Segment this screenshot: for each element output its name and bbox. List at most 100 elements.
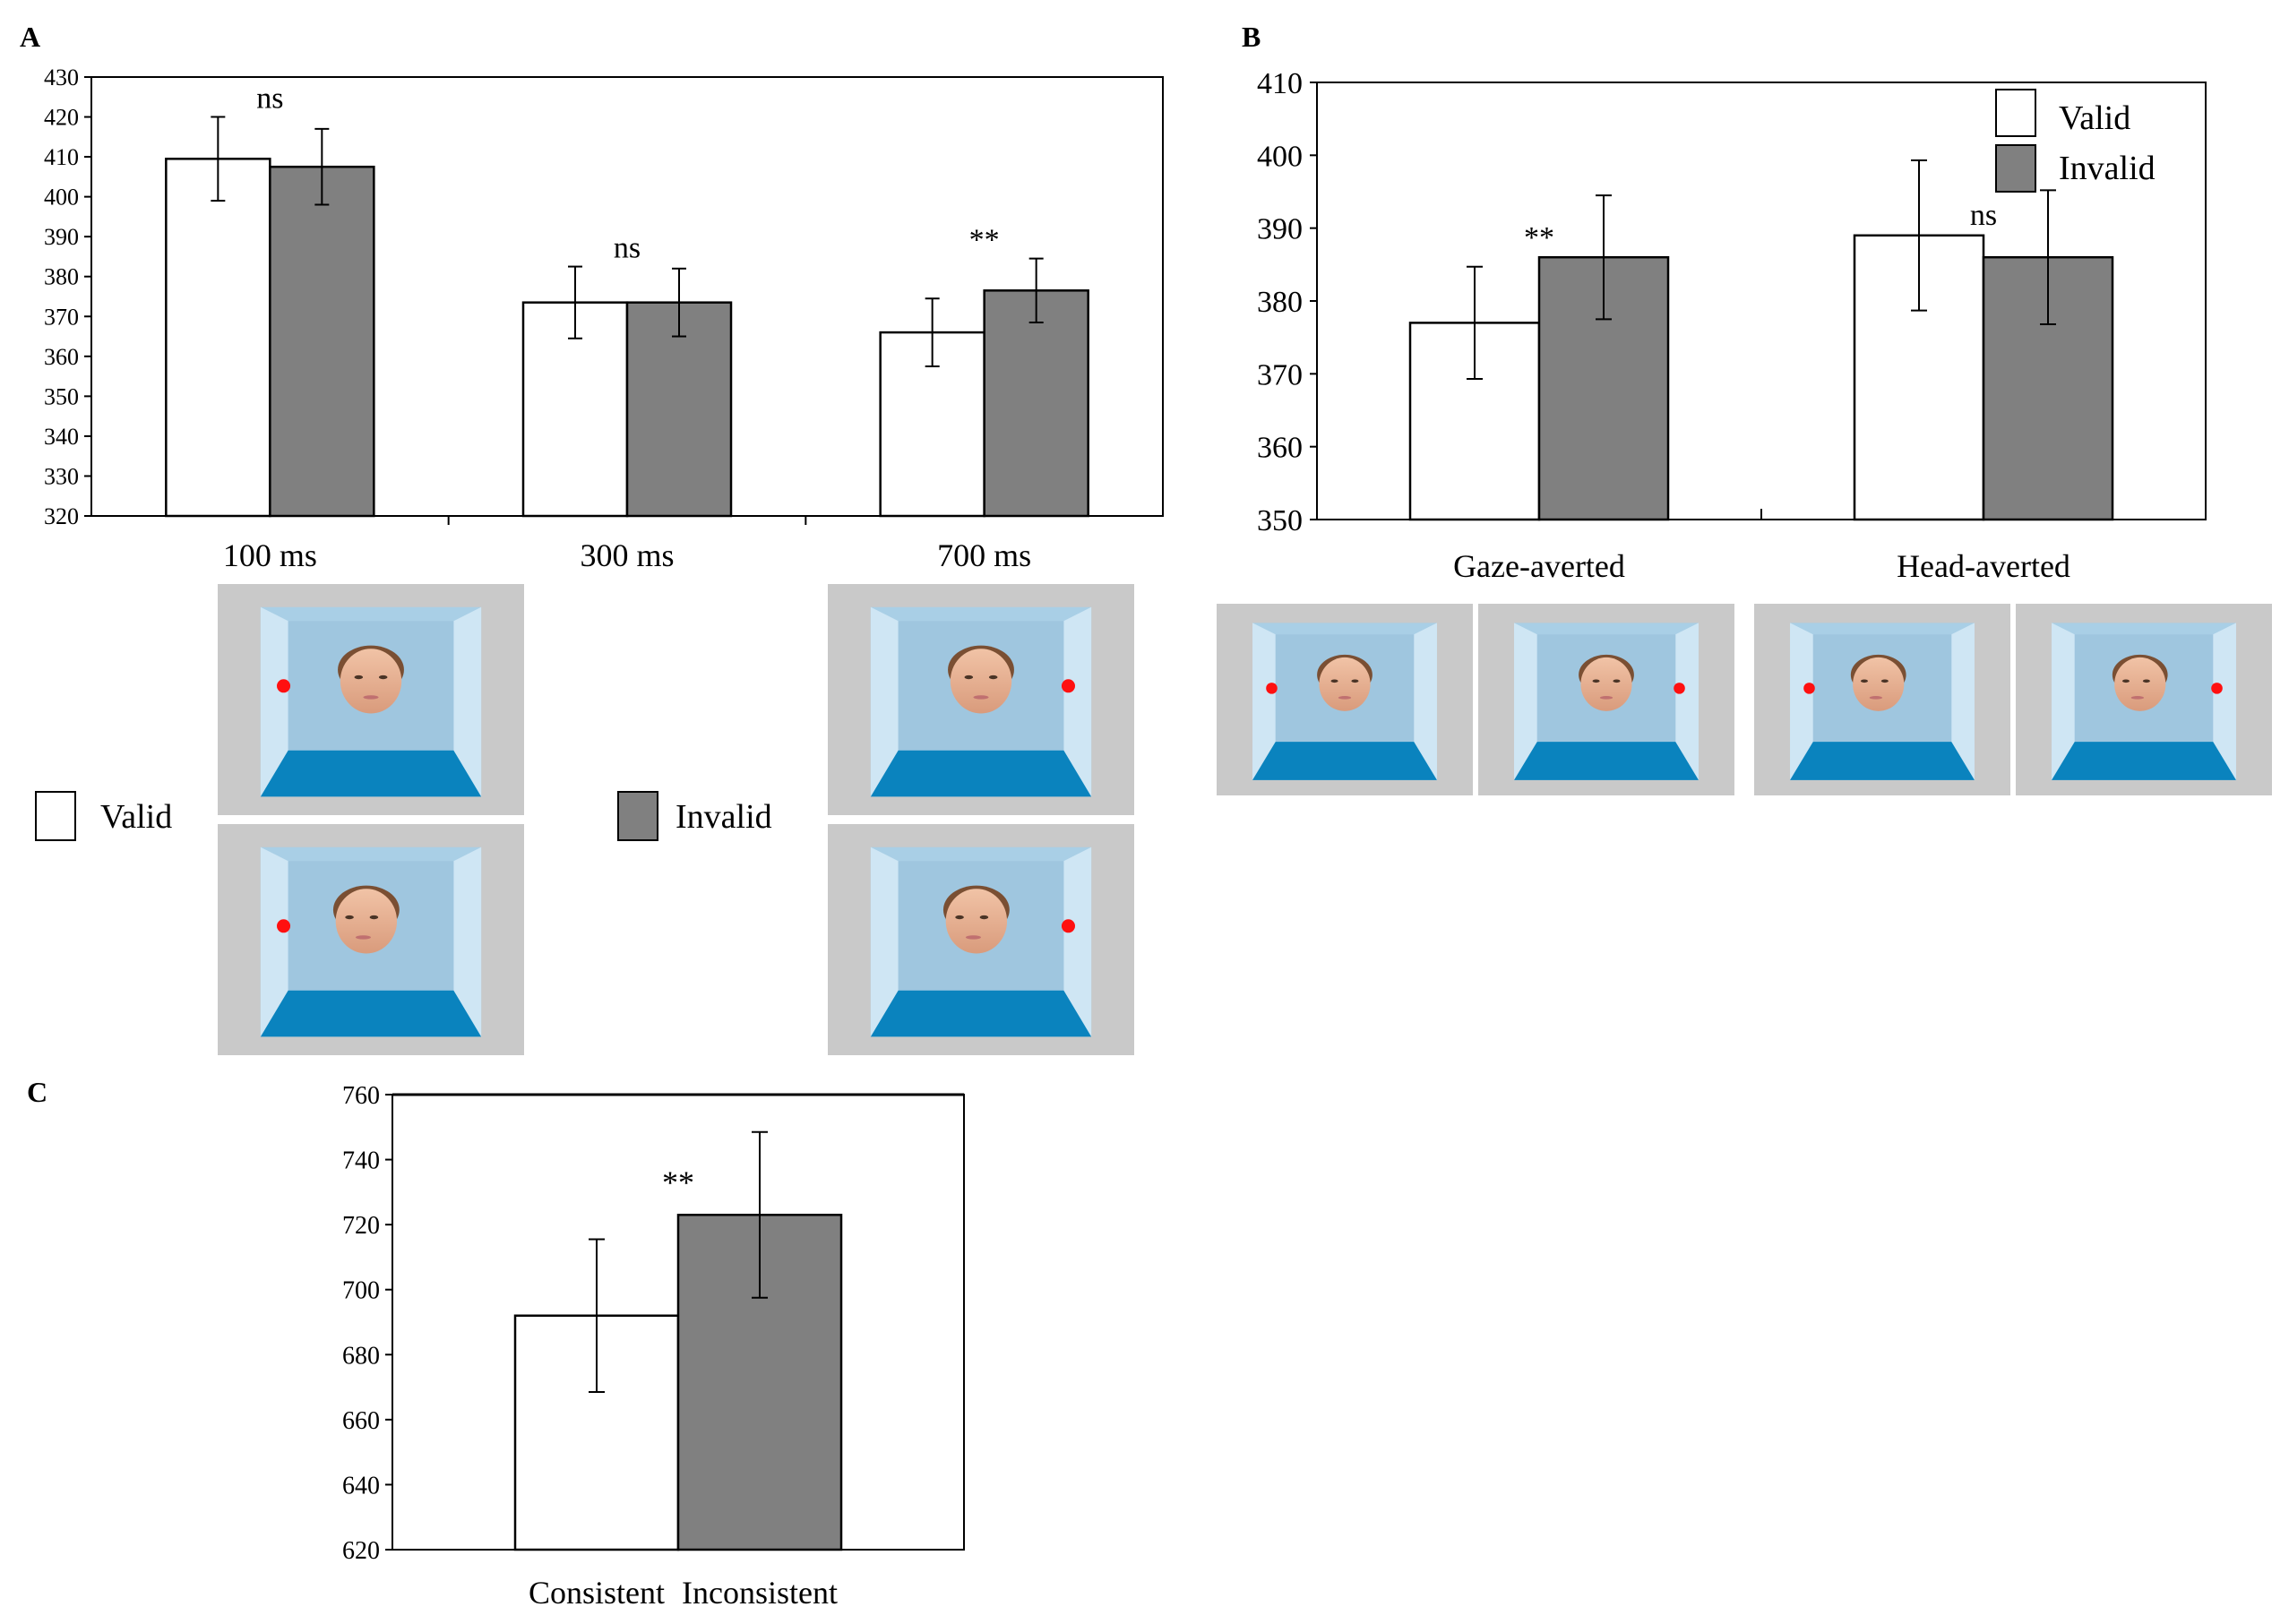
stimulus-gaze-averted-invalid xyxy=(1478,604,1734,795)
category-label-c: Inconsistent xyxy=(682,1575,838,1611)
eye xyxy=(369,915,379,920)
stimulus-100ms-head-averted xyxy=(218,824,524,1055)
y-tick-label-c: 760 xyxy=(342,1082,380,1110)
significance-label-b: ns xyxy=(1970,199,1997,232)
target-dot xyxy=(277,679,291,693)
legend-a-valid-label: Valid xyxy=(100,798,172,836)
legend-b-invalid-swatch xyxy=(1995,144,2036,193)
eye xyxy=(354,675,364,680)
y-tick-label-a: 400 xyxy=(44,185,79,211)
category-label-a: 300 ms xyxy=(580,537,674,573)
y-tick-label-b: 400 xyxy=(1257,140,1303,173)
face xyxy=(2114,657,2166,711)
mouth xyxy=(1599,696,1613,700)
legend-a-invalid-label: Invalid xyxy=(676,798,772,836)
bar-a-invalid xyxy=(269,165,375,518)
y-tick-label-a: 320 xyxy=(44,503,79,529)
face xyxy=(340,649,402,714)
face xyxy=(950,649,1012,714)
y-tick-label-c: 740 xyxy=(342,1147,380,1175)
eye xyxy=(979,915,989,920)
y-tick-label-a: 410 xyxy=(44,144,79,170)
panel-label-c: C xyxy=(27,1076,47,1108)
y-tick-label-c: 720 xyxy=(342,1212,380,1240)
y-tick-label-a: 340 xyxy=(44,424,79,450)
eye xyxy=(988,675,998,680)
eye xyxy=(955,915,964,920)
legend-a-invalid-swatch xyxy=(617,791,658,841)
panel-a-stimuli xyxy=(218,584,1134,1055)
y-tick-label-c: 640 xyxy=(342,1472,380,1499)
y-tick-label-c: 700 xyxy=(342,1277,380,1305)
legend-b-invalid-label: Invalid xyxy=(2059,150,2156,187)
target-dot xyxy=(1674,683,1685,694)
panel-label-a: A xyxy=(20,21,40,53)
eye xyxy=(1613,679,1621,683)
y-tick-label-b: 390 xyxy=(1257,213,1303,246)
y-tick-label-a: 350 xyxy=(44,383,79,409)
eye xyxy=(1330,679,1338,683)
eye xyxy=(345,915,354,920)
mouth xyxy=(965,935,981,940)
y-tick-label-b: 370 xyxy=(1257,358,1303,391)
significance-label-a: ns xyxy=(614,232,641,265)
significance-label-b: ** xyxy=(1524,221,1554,254)
mouth xyxy=(355,935,372,940)
legend-b-valid-label: Valid xyxy=(2059,99,2130,137)
category-label-a: 700 ms xyxy=(937,537,1031,573)
face xyxy=(1853,657,1905,711)
target-dot xyxy=(2211,683,2223,694)
significance-label-c: ** xyxy=(662,1164,694,1200)
legend-b-valid-swatch xyxy=(1995,89,2036,137)
stimulus-gaze-averted-valid xyxy=(1217,604,1473,795)
y-tick-label-a: 360 xyxy=(44,344,79,370)
mouth xyxy=(2130,696,2145,700)
legend-b: Valid Invalid xyxy=(1995,89,2156,193)
target-dot xyxy=(1061,679,1075,693)
stimulus-700ms-gaze-averted xyxy=(828,584,1134,815)
significance-label-a: ** xyxy=(969,224,1000,257)
face xyxy=(335,889,398,954)
chart-b: 350 360 370 380 390 400 410 ** Gaze-averted ns Hea… xyxy=(1257,67,2207,584)
y-tick-label-b: 380 xyxy=(1257,286,1303,319)
eye xyxy=(964,675,974,680)
y-tick-label-b: 360 xyxy=(1257,432,1303,465)
significance-label-a: ns xyxy=(256,82,283,116)
stimulus-700ms-head-averted xyxy=(828,824,1134,1055)
y-tick-label-a: 370 xyxy=(44,304,79,330)
y-tick-label-b: 410 xyxy=(1257,67,1303,100)
mouth xyxy=(1869,696,1883,700)
y-tick-label-c: 620 xyxy=(342,1537,380,1565)
stimulus-head-averted-valid xyxy=(1754,604,2010,795)
target-dot xyxy=(1803,683,1815,694)
eye xyxy=(1860,679,1868,683)
eye xyxy=(1880,679,1889,683)
mouth xyxy=(1338,696,1352,700)
eye xyxy=(2121,679,2130,683)
y-tick-label-a: 390 xyxy=(44,224,79,250)
eye xyxy=(378,675,388,680)
y-tick-label-a: 420 xyxy=(44,105,79,131)
panel-label-b: B xyxy=(1242,21,1261,53)
eye xyxy=(1351,679,1359,683)
bar-a-invalid xyxy=(625,301,733,518)
eye xyxy=(1592,679,1600,683)
category-label-c: Consistent xyxy=(529,1575,665,1611)
category-label-b: Head-averted xyxy=(1897,548,2070,584)
y-tick-label-a: 380 xyxy=(44,264,79,290)
target-dot xyxy=(1061,919,1075,933)
chart-c: 620 640 660 680 700 720 740 760 Consistent Incons… xyxy=(342,1082,965,1611)
legend-a-valid-swatch xyxy=(35,791,76,841)
eye xyxy=(2142,679,2150,683)
panel-b-stimuli xyxy=(1217,604,2272,795)
target-dot xyxy=(277,919,291,933)
stimulus-head-averted-invalid xyxy=(2016,604,2272,795)
face xyxy=(945,889,1008,954)
mouth xyxy=(363,695,379,700)
y-tick-label-a: 430 xyxy=(44,64,79,90)
legend-a: Valid Invalid xyxy=(35,791,772,841)
face xyxy=(1319,657,1371,711)
category-label-b: Gaze-averted xyxy=(1453,548,1625,584)
category-label-a: 100 ms xyxy=(223,537,317,573)
